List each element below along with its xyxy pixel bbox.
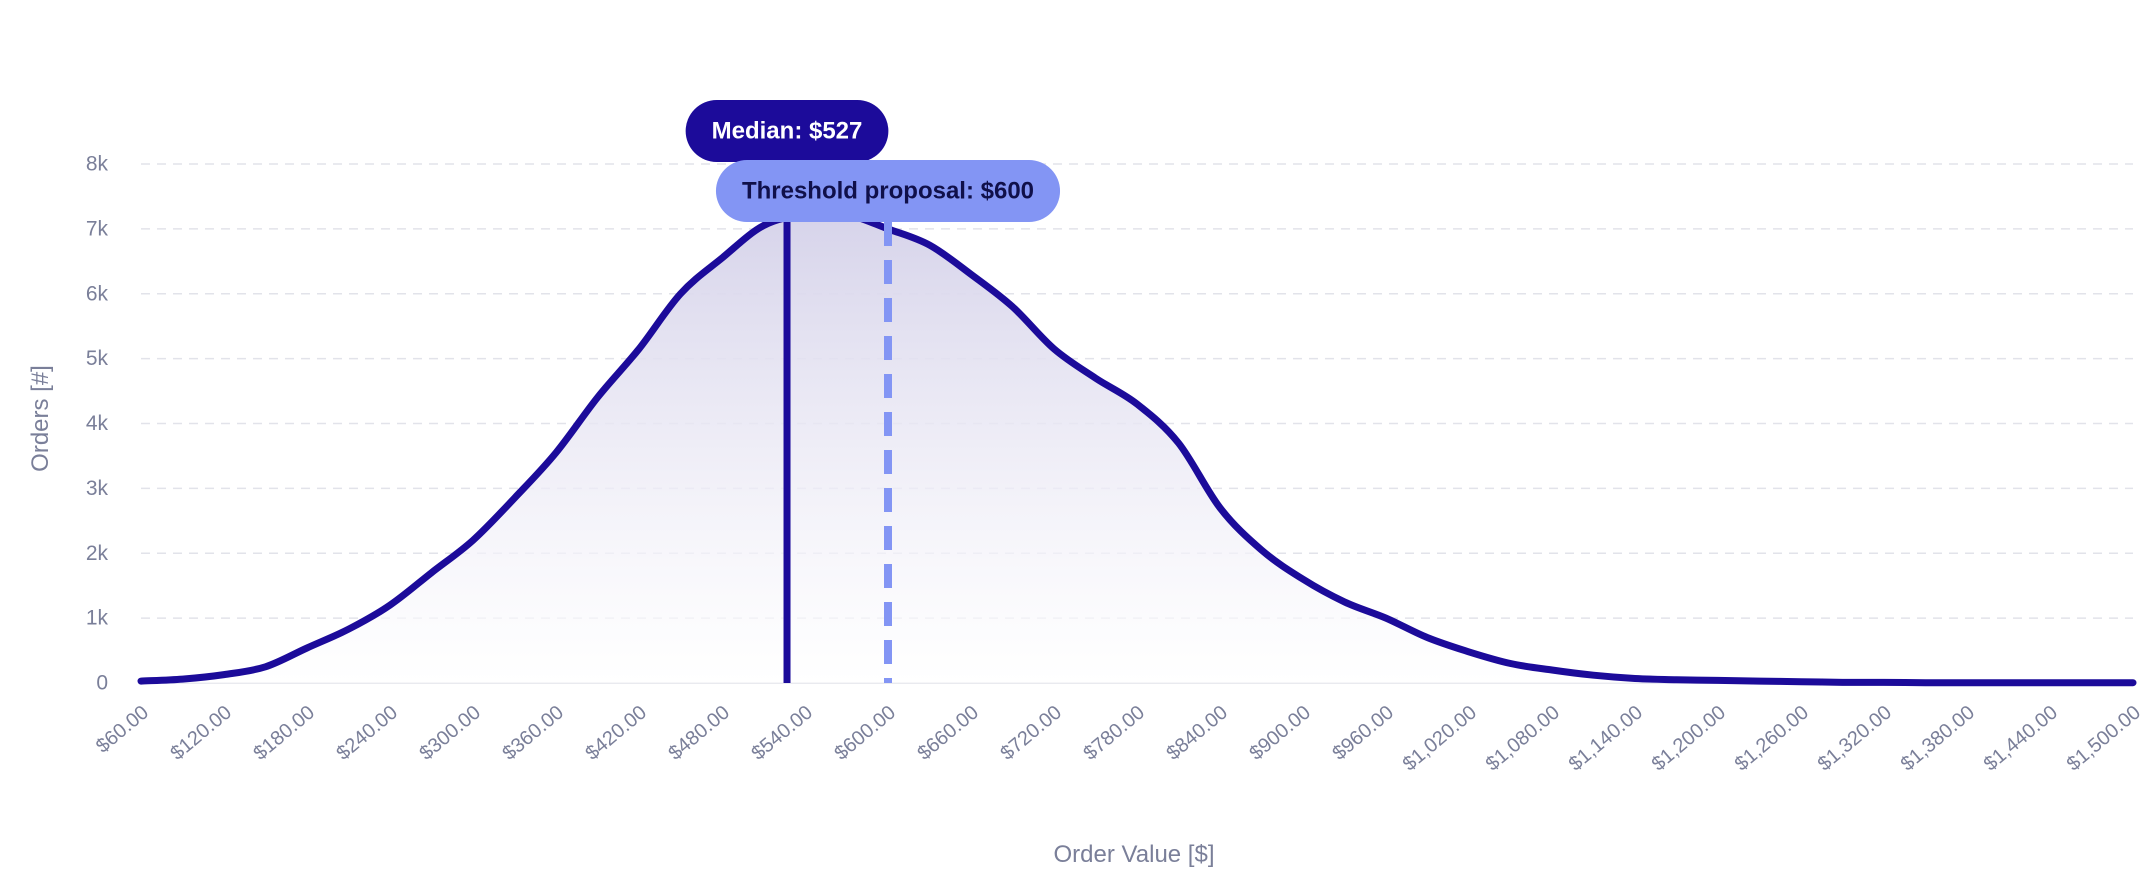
y-axis-label: Orders [#] — [27, 365, 54, 472]
threshold-label-text: Threshold proposal: $600 — [742, 178, 1034, 205]
x-tick-label: $360.00 — [498, 701, 568, 764]
x-tick-label: $960.00 — [1328, 701, 1398, 764]
x-tick-label: $420.00 — [581, 701, 651, 764]
density-area-fill — [141, 213, 2133, 684]
x-tick-label: $900.00 — [1245, 701, 1315, 764]
x-tick-label: $1,380.00 — [1897, 701, 1979, 775]
x-tick-label: $1,200.00 — [1648, 701, 1730, 775]
x-tick-label: $720.00 — [996, 701, 1066, 764]
y-tick-label: 6k — [86, 282, 109, 305]
y-tick-label: 8k — [86, 153, 109, 176]
x-tick-label: $480.00 — [664, 701, 734, 764]
x-axis-label: Order Value [$] — [1054, 841, 1215, 868]
x-tick-label: $780.00 — [1079, 701, 1149, 764]
y-tick-label: 3k — [86, 477, 109, 500]
y-tick-label: 2k — [86, 542, 109, 565]
x-tick-label: $120.00 — [166, 701, 236, 764]
x-tick-label: $240.00 — [332, 701, 402, 764]
x-tick-label: $60.00 — [92, 701, 153, 757]
x-tick-label: $600.00 — [830, 701, 900, 764]
x-axis-ticks: $60.00 $120.00 $180.00 $240.00 $300.00 $360.0… — [92, 701, 2145, 775]
median-label-text: Median: $527 — [712, 118, 863, 145]
y-tick-label: 5k — [86, 347, 109, 370]
y-tick-label: 7k — [86, 217, 109, 240]
x-tick-label: $1,500.00 — [2063, 701, 2145, 775]
x-tick-label: $1,140.00 — [1565, 701, 1647, 775]
x-tick-label: $660.00 — [913, 701, 983, 764]
x-tick-label: $1,020.00 — [1399, 701, 1481, 775]
x-tick-label: $1,260.00 — [1731, 701, 1813, 775]
x-tick-label: $180.00 — [249, 701, 319, 764]
x-tick-label: $1,080.00 — [1482, 701, 1564, 775]
density-line — [137, 209, 2137, 687]
median-label-background — [685, 100, 889, 162]
x-tick-label: $1,320.00 — [1814, 701, 1896, 775]
x-tick-label: $840.00 — [1162, 701, 1232, 764]
x-tick-label: $1,440.00 — [1980, 701, 2062, 775]
median-label: Median: $527 — [685, 100, 889, 162]
x-tick-label: $300.00 — [415, 701, 485, 764]
threshold-label: Threshold proposal: $600 — [715, 160, 1061, 222]
y-tick-label: 1k — [86, 607, 109, 630]
threshold-label-background — [715, 160, 1061, 222]
y-axis-ticks: 0 1k 2k 3k 4k 5k 6k 7k 8k — [86, 153, 109, 695]
x-tick-label: $540.00 — [747, 701, 817, 764]
y-tick-label: 4k — [86, 412, 109, 435]
y-tick-label: 0 — [96, 672, 108, 695]
